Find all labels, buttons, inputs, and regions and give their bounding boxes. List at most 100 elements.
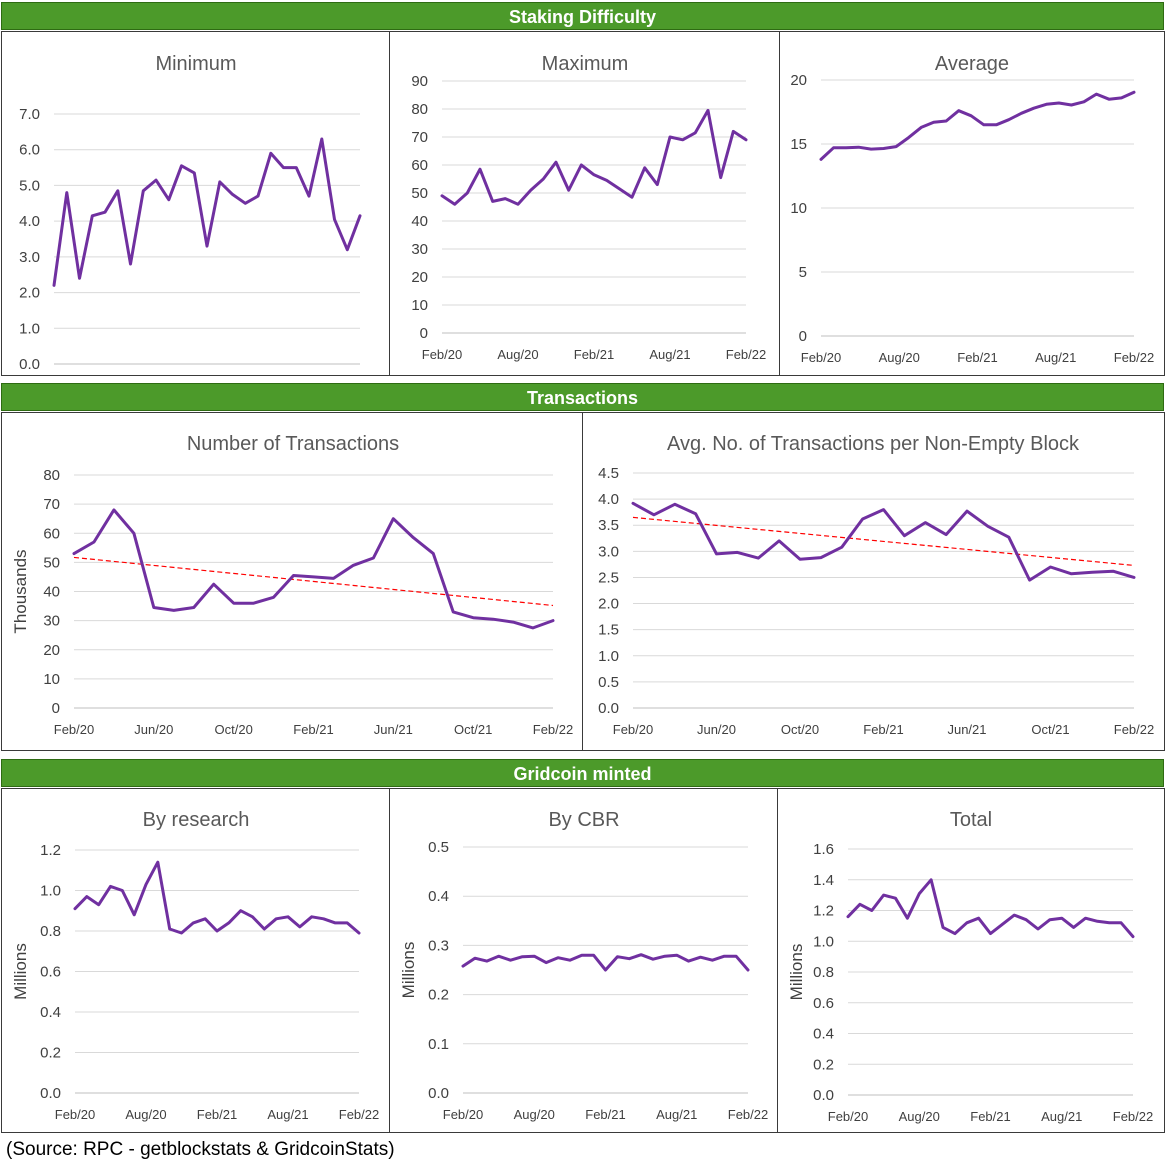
y-tick-label: 20 <box>411 269 428 286</box>
y-tick-label: 1.2 <box>813 903 834 920</box>
x-tick-label: Feb/21 <box>197 1107 237 1122</box>
chart-num-transactions: Number of Transactions 0 10 20 30 40 50 60 70 80 F… <box>11 433 573 737</box>
x-tick-label: Feb/20 <box>613 722 653 737</box>
chart-title: Number of Transactions <box>187 433 399 455</box>
y-tick-label: 0.0 <box>19 356 40 373</box>
x-tick-label: Aug/20 <box>879 350 920 365</box>
y-tick-label: 60 <box>43 525 60 542</box>
y-tick-label: 4.0 <box>598 491 619 508</box>
y-tick-label: 40 <box>411 213 428 230</box>
y-tick-label: 5 <box>799 264 807 281</box>
panel-avg-transactions: Avg. No. of Transactions per Non-Empty B… <box>582 412 1165 751</box>
y-tick-label: 2.5 <box>598 569 619 586</box>
y-tick-label: 20 <box>790 72 807 89</box>
y-tick-label: 70 <box>411 129 428 146</box>
series-line <box>461 953 750 972</box>
y-tick-label: 0.8 <box>40 923 61 940</box>
panel-average: Average 0 5 10 15 20 Feb/20 Aug/20 Feb/21 Aug/21 F… <box>779 31 1165 376</box>
chart-title: By research <box>143 809 250 831</box>
y-tick-label: 10 <box>411 297 428 314</box>
panel-total: Total 0.0 0.2 0.4 0.6 0.8 1.0 1.2 1.4 1.6 Feb/20 Au… <box>777 788 1165 1133</box>
y-tick-label: 0 <box>420 325 428 342</box>
series-line <box>73 860 361 935</box>
x-tick-label: Jun/20 <box>697 722 736 737</box>
y-tick-label: 3.0 <box>598 543 619 560</box>
y-tick-label: 7.0 <box>19 106 40 123</box>
panel-by-cbr: By CBR 0.0 0.1 0.2 0.3 0.4 0.5 Feb/20 Aug/20 Feb/… <box>389 788 778 1133</box>
x-tick-label: Feb/21 <box>970 1109 1010 1124</box>
y-tick-label: 40 <box>43 584 60 601</box>
y-axis-title: Thousands <box>11 549 30 633</box>
x-tick-label: Oct/20 <box>781 722 819 737</box>
y-tick-label: 4.0 <box>19 213 40 230</box>
y-tick-label: 50 <box>411 185 428 202</box>
chart-title: By CBR <box>548 809 619 831</box>
y-tick-label: 0 <box>52 700 60 717</box>
x-tick-label: Jun/21 <box>374 722 413 737</box>
y-tick-label: 1.0 <box>19 320 40 337</box>
x-tick-label: Aug/21 <box>656 1107 697 1122</box>
y-tick-label: 2.0 <box>19 285 40 302</box>
x-tick-label: Aug/20 <box>497 347 538 362</box>
chart-minimum: Minimum0.01.02.03.04.05.06.07.0Feb/20Aug… <box>19 53 362 373</box>
y-tick-label: 80 <box>43 467 60 484</box>
chart-average: Average 0 5 10 15 20 Feb/20 Aug/20 Feb/21 Aug/21 F… <box>790 53 1154 365</box>
x-tick-label: Feb/22 <box>726 347 766 362</box>
x-tick-label: Feb/22 <box>533 722 573 737</box>
chart-by-cbr: By CBR 0.0 0.1 0.2 0.3 0.4 0.5 Feb/20 Aug/20 Feb/… <box>399 809 768 1122</box>
x-tick-label: Feb/20 <box>54 722 94 737</box>
x-tick-label: Feb/20 <box>422 347 462 362</box>
series-line <box>52 137 362 287</box>
trend-line <box>73 556 554 607</box>
x-tick-label: Aug/20 <box>899 1109 940 1124</box>
y-axis-title: Millions <box>787 944 806 1001</box>
x-tick-label: Aug/20 <box>514 1107 555 1122</box>
y-tick-label: 3.0 <box>19 249 40 266</box>
x-tick-label: Feb/21 <box>574 347 614 362</box>
y-tick-label: 0.8 <box>813 964 834 981</box>
section-header-staking: Staking Difficulty <box>1 2 1164 30</box>
y-tick-label: 1.0 <box>813 933 834 950</box>
chart-title: Total <box>950 809 992 831</box>
series-line <box>846 878 1135 939</box>
series-line <box>440 108 748 206</box>
x-tick-label: Aug/20 <box>125 1107 166 1122</box>
y-tick-label: 0.3 <box>428 937 449 954</box>
x-tick-label: Feb/22 <box>1113 1109 1153 1124</box>
y-axis-title: Millions <box>399 942 418 999</box>
y-tick-label: 0.6 <box>40 964 61 981</box>
y-tick-label: 5.0 <box>19 177 40 194</box>
x-tick-label: Feb/22 <box>339 1107 379 1122</box>
x-tick-label: Feb/20 <box>443 1107 483 1122</box>
y-tick-label: 1.5 <box>598 622 619 639</box>
chart-avg-transactions: Avg. No. of Transactions per Non-Empty B… <box>598 433 1154 737</box>
y-tick-label: 1.0 <box>40 883 61 900</box>
chart-total: Total 0.0 0.2 0.4 0.6 0.8 1.0 1.2 1.4 1.6 Feb/20 Au… <box>787 809 1153 1124</box>
x-tick-label: Oct/21 <box>454 722 492 737</box>
source-note: (Source: RPC - getblockstats & GridcoinS… <box>6 1139 395 1160</box>
x-tick-label: Jun/21 <box>947 722 986 737</box>
section-header-minted: Gridcoin minted <box>1 759 1164 787</box>
x-tick-label: Feb/20 <box>801 350 841 365</box>
y-tick-label: 50 <box>43 554 60 571</box>
chart-title: Minimum <box>155 53 236 75</box>
series-line <box>631 501 1136 582</box>
series-line <box>819 90 1136 161</box>
y-tick-label: 0.2 <box>813 1056 834 1073</box>
y-tick-label: 0 <box>799 328 807 345</box>
y-tick-label: 3.5 <box>598 517 619 534</box>
y-tick-label: 0.0 <box>40 1085 61 1102</box>
panel-by-research: By research 0.0 0.2 0.4 0.6 0.8 1.0 1.2 Feb/20 Au… <box>1 788 390 1133</box>
x-tick-label: Aug/21 <box>267 1107 308 1122</box>
y-axis-title: Millions <box>11 943 30 1000</box>
y-tick-label: 0.0 <box>598 700 619 717</box>
y-tick-label: 0.0 <box>813 1087 834 1104</box>
y-tick-label: 1.6 <box>813 841 834 858</box>
panel-minimum: Minimum0.01.02.03.04.05.06.07.0Feb/20Aug… <box>1 31 390 376</box>
x-tick-label: Feb/22 <box>1114 722 1154 737</box>
x-tick-label: Aug/21 <box>649 347 690 362</box>
x-tick-label: Oct/20 <box>215 722 253 737</box>
y-tick-label: 0.4 <box>428 888 449 905</box>
trend-line <box>632 516 1135 567</box>
y-tick-label: 30 <box>43 613 60 630</box>
